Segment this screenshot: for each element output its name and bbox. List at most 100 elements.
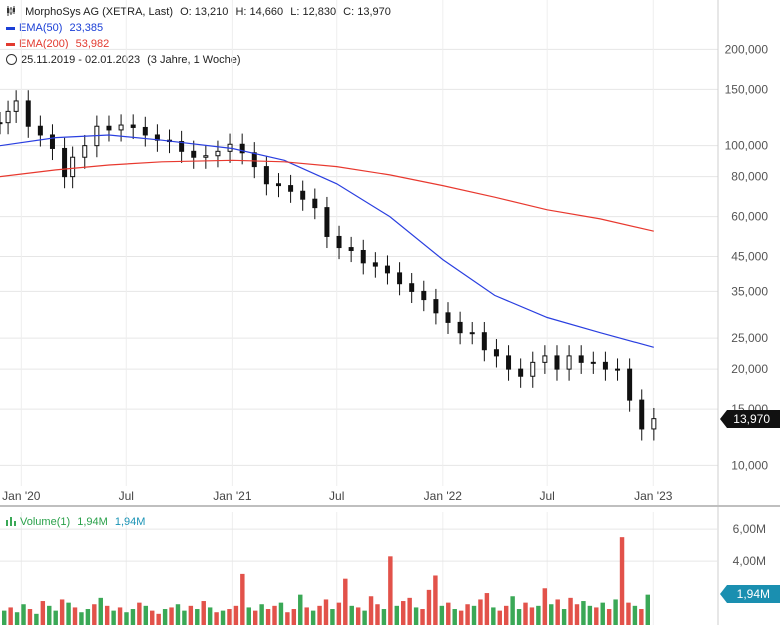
x-tick-label: Jul bbox=[329, 489, 344, 503]
volume-bar bbox=[246, 607, 251, 625]
volume-bar bbox=[291, 609, 297, 625]
volume-bar bbox=[265, 609, 271, 625]
volume-bar bbox=[555, 599, 560, 625]
candle-body bbox=[372, 262, 378, 267]
candle-body bbox=[118, 124, 124, 131]
volume-bar bbox=[645, 594, 650, 625]
volume-bar bbox=[600, 602, 605, 625]
candle-body bbox=[530, 361, 536, 377]
candle-body bbox=[518, 368, 524, 377]
volume-bar bbox=[439, 605, 445, 625]
candle-body bbox=[49, 134, 55, 149]
symbol-legend: MorphoSys AG (XETRA, Last) O: 13,210 H: … bbox=[6, 6, 395, 18]
volume-bar bbox=[298, 594, 303, 625]
volume-bar bbox=[175, 604, 181, 625]
volume-bar bbox=[478, 599, 483, 625]
candle-body bbox=[82, 145, 88, 158]
candle-body bbox=[203, 155, 209, 158]
candle-body bbox=[348, 247, 354, 251]
candle-body bbox=[288, 185, 294, 192]
volume-bar bbox=[227, 609, 232, 625]
candle-body bbox=[312, 198, 318, 209]
ema200-label: EMA(200) bbox=[19, 38, 69, 50]
ema50-value: 23,385 bbox=[69, 22, 104, 34]
symbol-title: MorphoSys AG (XETRA, Last) bbox=[25, 6, 173, 18]
volume-bar bbox=[317, 605, 322, 625]
volume-bar bbox=[568, 597, 573, 625]
volume-bar bbox=[150, 610, 155, 625]
y-tick-label: 25,000 bbox=[731, 331, 768, 345]
volume-bar bbox=[626, 602, 631, 625]
candlestick-icon bbox=[7, 6, 15, 17]
candle-body bbox=[590, 361, 596, 364]
volume-bar bbox=[458, 610, 464, 625]
ema200-legend: EMA(200) 53,982 bbox=[6, 38, 113, 50]
volume-tick-label: 4,00M bbox=[733, 554, 766, 568]
candle-body bbox=[651, 418, 657, 430]
y-tick-label: 45,000 bbox=[731, 250, 768, 264]
candle-body bbox=[639, 399, 645, 430]
candle-body bbox=[275, 183, 281, 187]
volume-bar bbox=[66, 602, 71, 625]
candle-body bbox=[263, 166, 269, 185]
candle-body bbox=[360, 249, 366, 264]
candle-body bbox=[384, 265, 390, 274]
volume-bar bbox=[21, 604, 26, 625]
ema50-legend: EMA(50) 23,385 bbox=[6, 22, 107, 34]
volume-bar bbox=[240, 573, 245, 625]
volume-bar bbox=[613, 599, 618, 625]
candle-body bbox=[445, 312, 451, 323]
volume-bar bbox=[40, 601, 46, 625]
volume-bar bbox=[323, 599, 329, 625]
volume-bar bbox=[381, 609, 387, 625]
candle-body bbox=[130, 124, 136, 128]
volume-bar bbox=[355, 607, 361, 625]
volume-bar bbox=[8, 607, 13, 625]
volume-bar bbox=[79, 612, 84, 625]
candle-body bbox=[554, 355, 560, 370]
volume-bar bbox=[368, 596, 374, 625]
candle-body bbox=[0, 122, 3, 125]
volume-bar bbox=[471, 605, 477, 625]
candle-body bbox=[457, 321, 463, 334]
x-tick-label: Jan '23 bbox=[634, 489, 673, 503]
last-volume-badge bbox=[720, 585, 780, 604]
volume-bar bbox=[310, 610, 316, 625]
candle-body bbox=[5, 110, 11, 124]
candle-body bbox=[493, 349, 499, 357]
date-range-span: (3 Jahre, 1 Woche) bbox=[147, 54, 241, 66]
volume-bar bbox=[130, 609, 136, 625]
volume-bar bbox=[465, 604, 470, 625]
volume-bar bbox=[98, 597, 103, 625]
x-tick-label: Jan '21 bbox=[213, 489, 252, 503]
volume-bar bbox=[278, 602, 284, 625]
candle-body bbox=[469, 332, 475, 335]
volume-tick-label: 6,00M bbox=[733, 522, 766, 536]
y-tick-label: 35,000 bbox=[731, 284, 768, 298]
volume-bar bbox=[220, 610, 226, 625]
volume-bar bbox=[272, 605, 277, 625]
low-value: L: 12,830 bbox=[290, 6, 337, 18]
volume-bar bbox=[619, 537, 625, 625]
volume-bar bbox=[207, 607, 213, 625]
candle-body bbox=[627, 368, 633, 401]
clock-icon bbox=[6, 53, 17, 65]
volume-bar bbox=[143, 605, 149, 625]
volume-bar bbox=[85, 609, 91, 625]
volume-bar bbox=[47, 605, 52, 625]
ema200-line bbox=[0, 159, 654, 232]
ema200-swatch-icon bbox=[6, 42, 15, 46]
candle-body bbox=[13, 100, 19, 112]
volume-bar bbox=[214, 612, 219, 625]
candle-body bbox=[62, 147, 68, 178]
candle-body bbox=[421, 290, 427, 301]
volume-bar bbox=[452, 609, 457, 625]
candle-body bbox=[37, 125, 43, 136]
volume-bar bbox=[34, 613, 39, 625]
volume-bar bbox=[594, 607, 599, 625]
open-value: O: 13,210 bbox=[180, 6, 229, 18]
last-price-label: 13,970 bbox=[733, 412, 770, 426]
candle-body bbox=[300, 190, 306, 200]
volume-bar bbox=[53, 610, 58, 625]
